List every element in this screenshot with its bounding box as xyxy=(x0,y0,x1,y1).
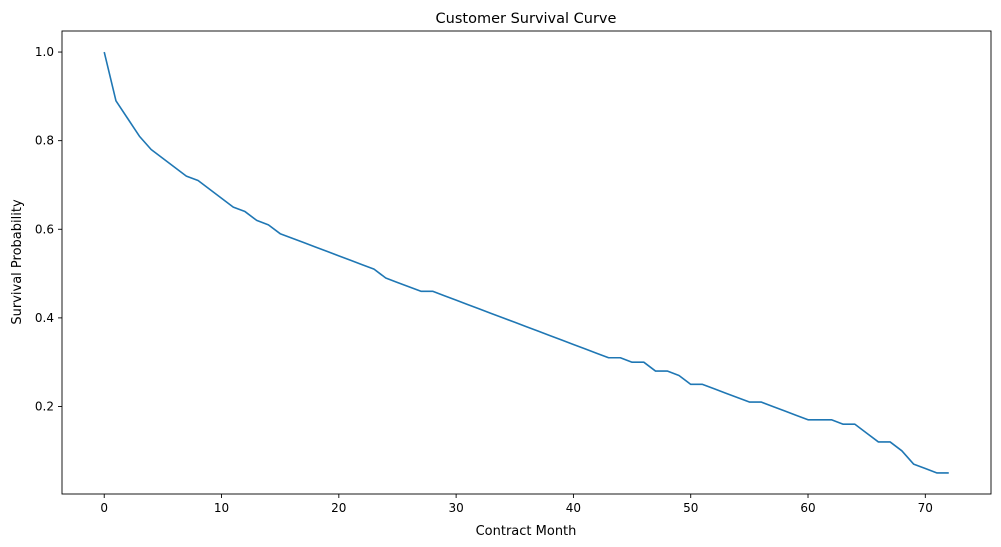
y-axis-label: Survival Probability xyxy=(10,199,25,325)
y-tick-label: 0.6 xyxy=(35,222,54,236)
y-tick-label: 0.8 xyxy=(35,134,54,148)
x-tick-label: 70 xyxy=(918,501,933,515)
plot-area: 0 10 20 30 40 50 60 70 0.2 0.4 0.6 0.8 1.0 xyxy=(35,30,992,515)
x-tick-label: 40 xyxy=(566,501,581,515)
x-tick-label: 60 xyxy=(800,501,815,515)
y-axis-ticks: 0.2 0.4 0.6 0.8 1.0 xyxy=(35,45,62,413)
x-axis-ticks: 0 10 20 30 40 50 60 70 xyxy=(100,494,933,515)
x-tick-label: 50 xyxy=(683,501,698,515)
x-tick-label: 10 xyxy=(214,501,229,515)
x-tick-label: 30 xyxy=(448,501,463,515)
x-axis-label: Contract Month xyxy=(476,524,577,539)
series-layer xyxy=(103,51,949,474)
y-tick-label: 1.0 xyxy=(35,45,54,59)
x-tick-label: 20 xyxy=(331,501,346,515)
x-tick-label: 0 xyxy=(100,501,108,515)
chart-title: Customer Survival Curve xyxy=(436,11,617,27)
plot-frame xyxy=(61,30,992,495)
y-tick-label: 0.4 xyxy=(35,311,54,325)
y-tick-label: 0.2 xyxy=(35,399,54,413)
survival-line xyxy=(103,51,949,474)
